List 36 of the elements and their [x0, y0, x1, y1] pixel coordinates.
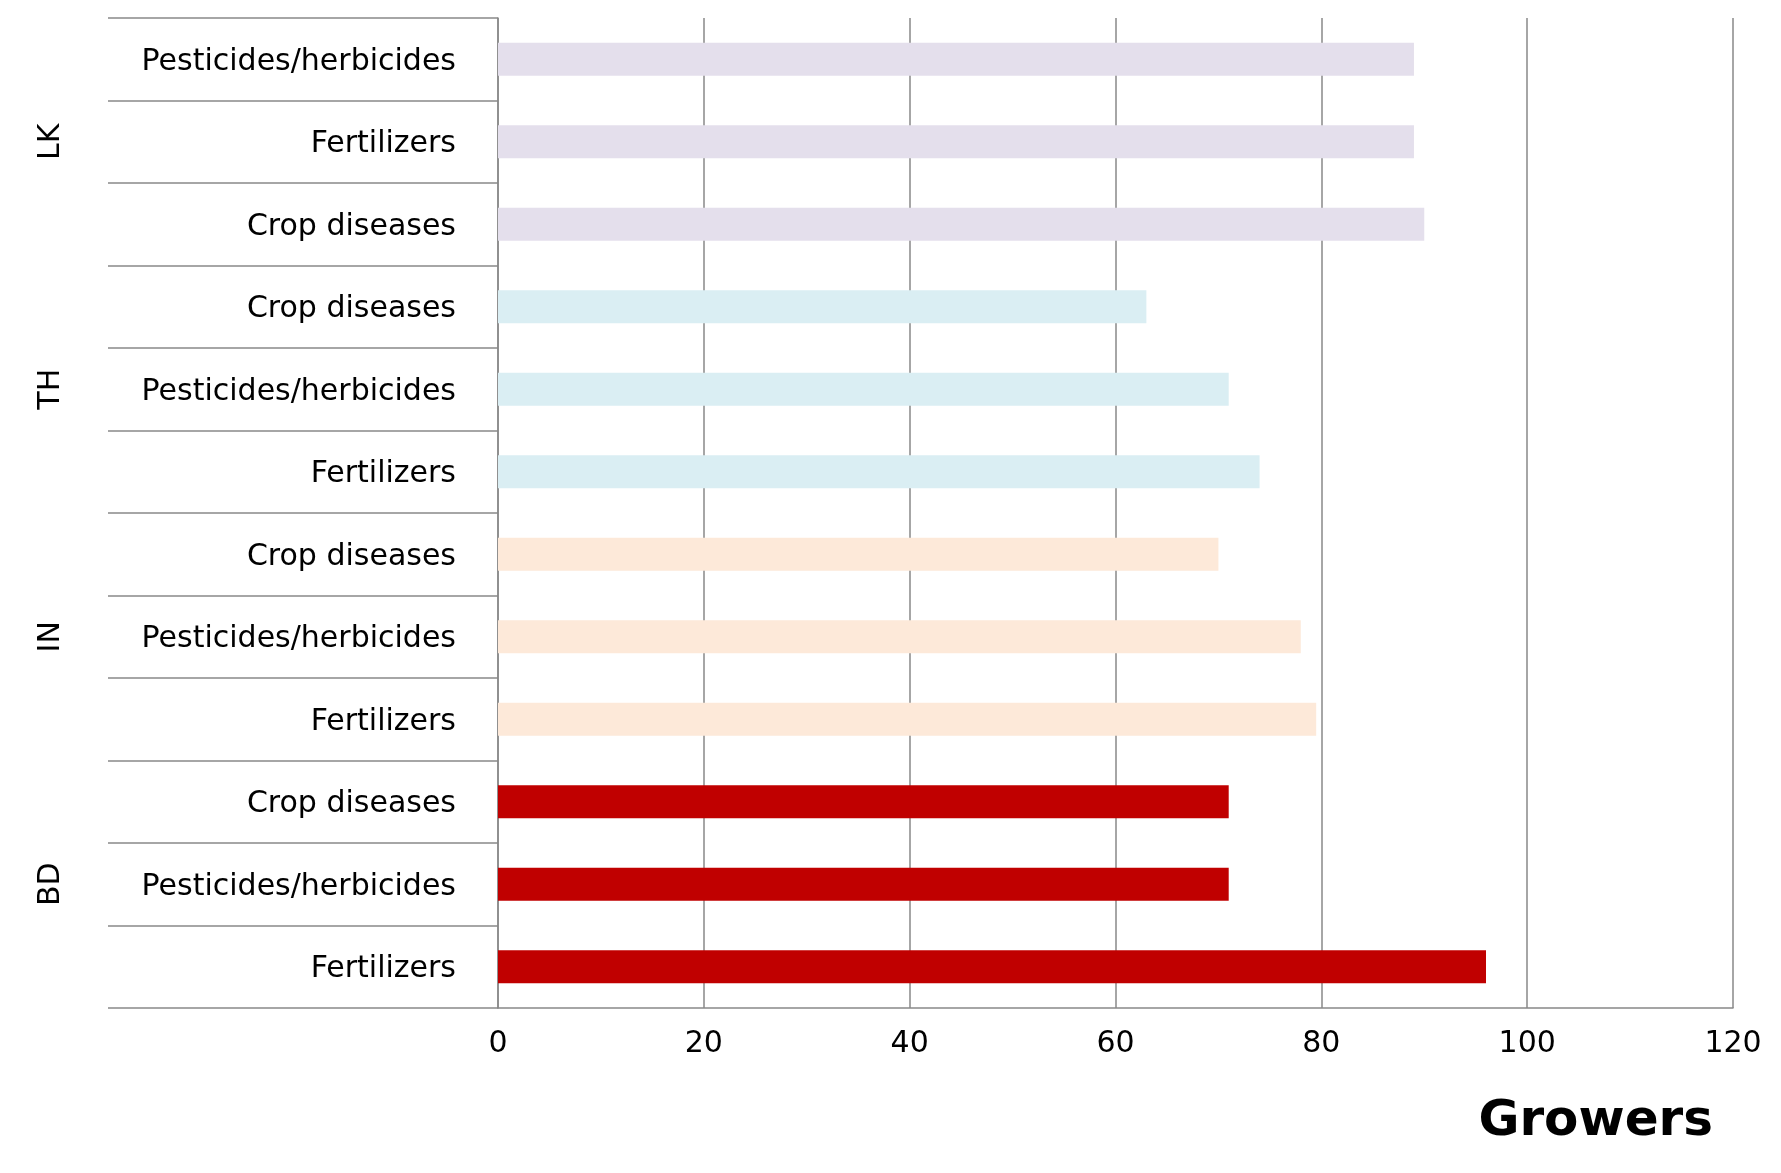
y-tick-label: Fertilizers — [310, 124, 456, 160]
y-tick-label: Fertilizers — [310, 454, 456, 490]
x-tick-label: 40 — [890, 1023, 929, 1059]
bar — [498, 785, 1229, 819]
x-tick-label: 100 — [1498, 1023, 1556, 1059]
bar — [498, 42, 1414, 76]
x-tick-label: 120 — [1704, 1023, 1762, 1059]
y-tick-label: Crop diseases — [246, 289, 456, 325]
bar — [498, 950, 1486, 984]
y-tick-label: Pesticides/herbicides — [141, 866, 456, 902]
x-tick-label: 0 — [488, 1023, 508, 1059]
bar — [498, 620, 1301, 654]
y-tick-label: Pesticides/herbicides — [141, 41, 456, 77]
bar — [498, 207, 1425, 241]
y-tick-label: Pesticides/herbicides — [141, 371, 456, 407]
y-tick-label: Crop diseases — [246, 536, 456, 572]
x-axis-title: Growers — [1478, 1089, 1713, 1147]
y-tick-label: Crop diseases — [246, 206, 456, 242]
y-tick-label: Fertilizers — [310, 949, 456, 985]
x-tick-label: 20 — [684, 1023, 723, 1059]
y-tick-label: Crop diseases — [246, 784, 456, 820]
text: TH — [30, 368, 66, 411]
text: IN — [30, 621, 66, 653]
x-tick-label: 60 — [1096, 1023, 1135, 1059]
y-tick-label: Fertilizers — [310, 701, 456, 737]
bar — [498, 537, 1219, 571]
bar — [498, 372, 1229, 406]
text: BD — [30, 862, 66, 907]
bar — [498, 290, 1147, 324]
text: LK — [30, 122, 66, 160]
y-tick-label: Pesticides/herbicides — [141, 619, 456, 655]
bar — [498, 455, 1260, 489]
bar — [498, 702, 1317, 736]
bar — [498, 125, 1414, 159]
bar — [498, 867, 1229, 901]
x-tick-label: 80 — [1302, 1023, 1341, 1059]
